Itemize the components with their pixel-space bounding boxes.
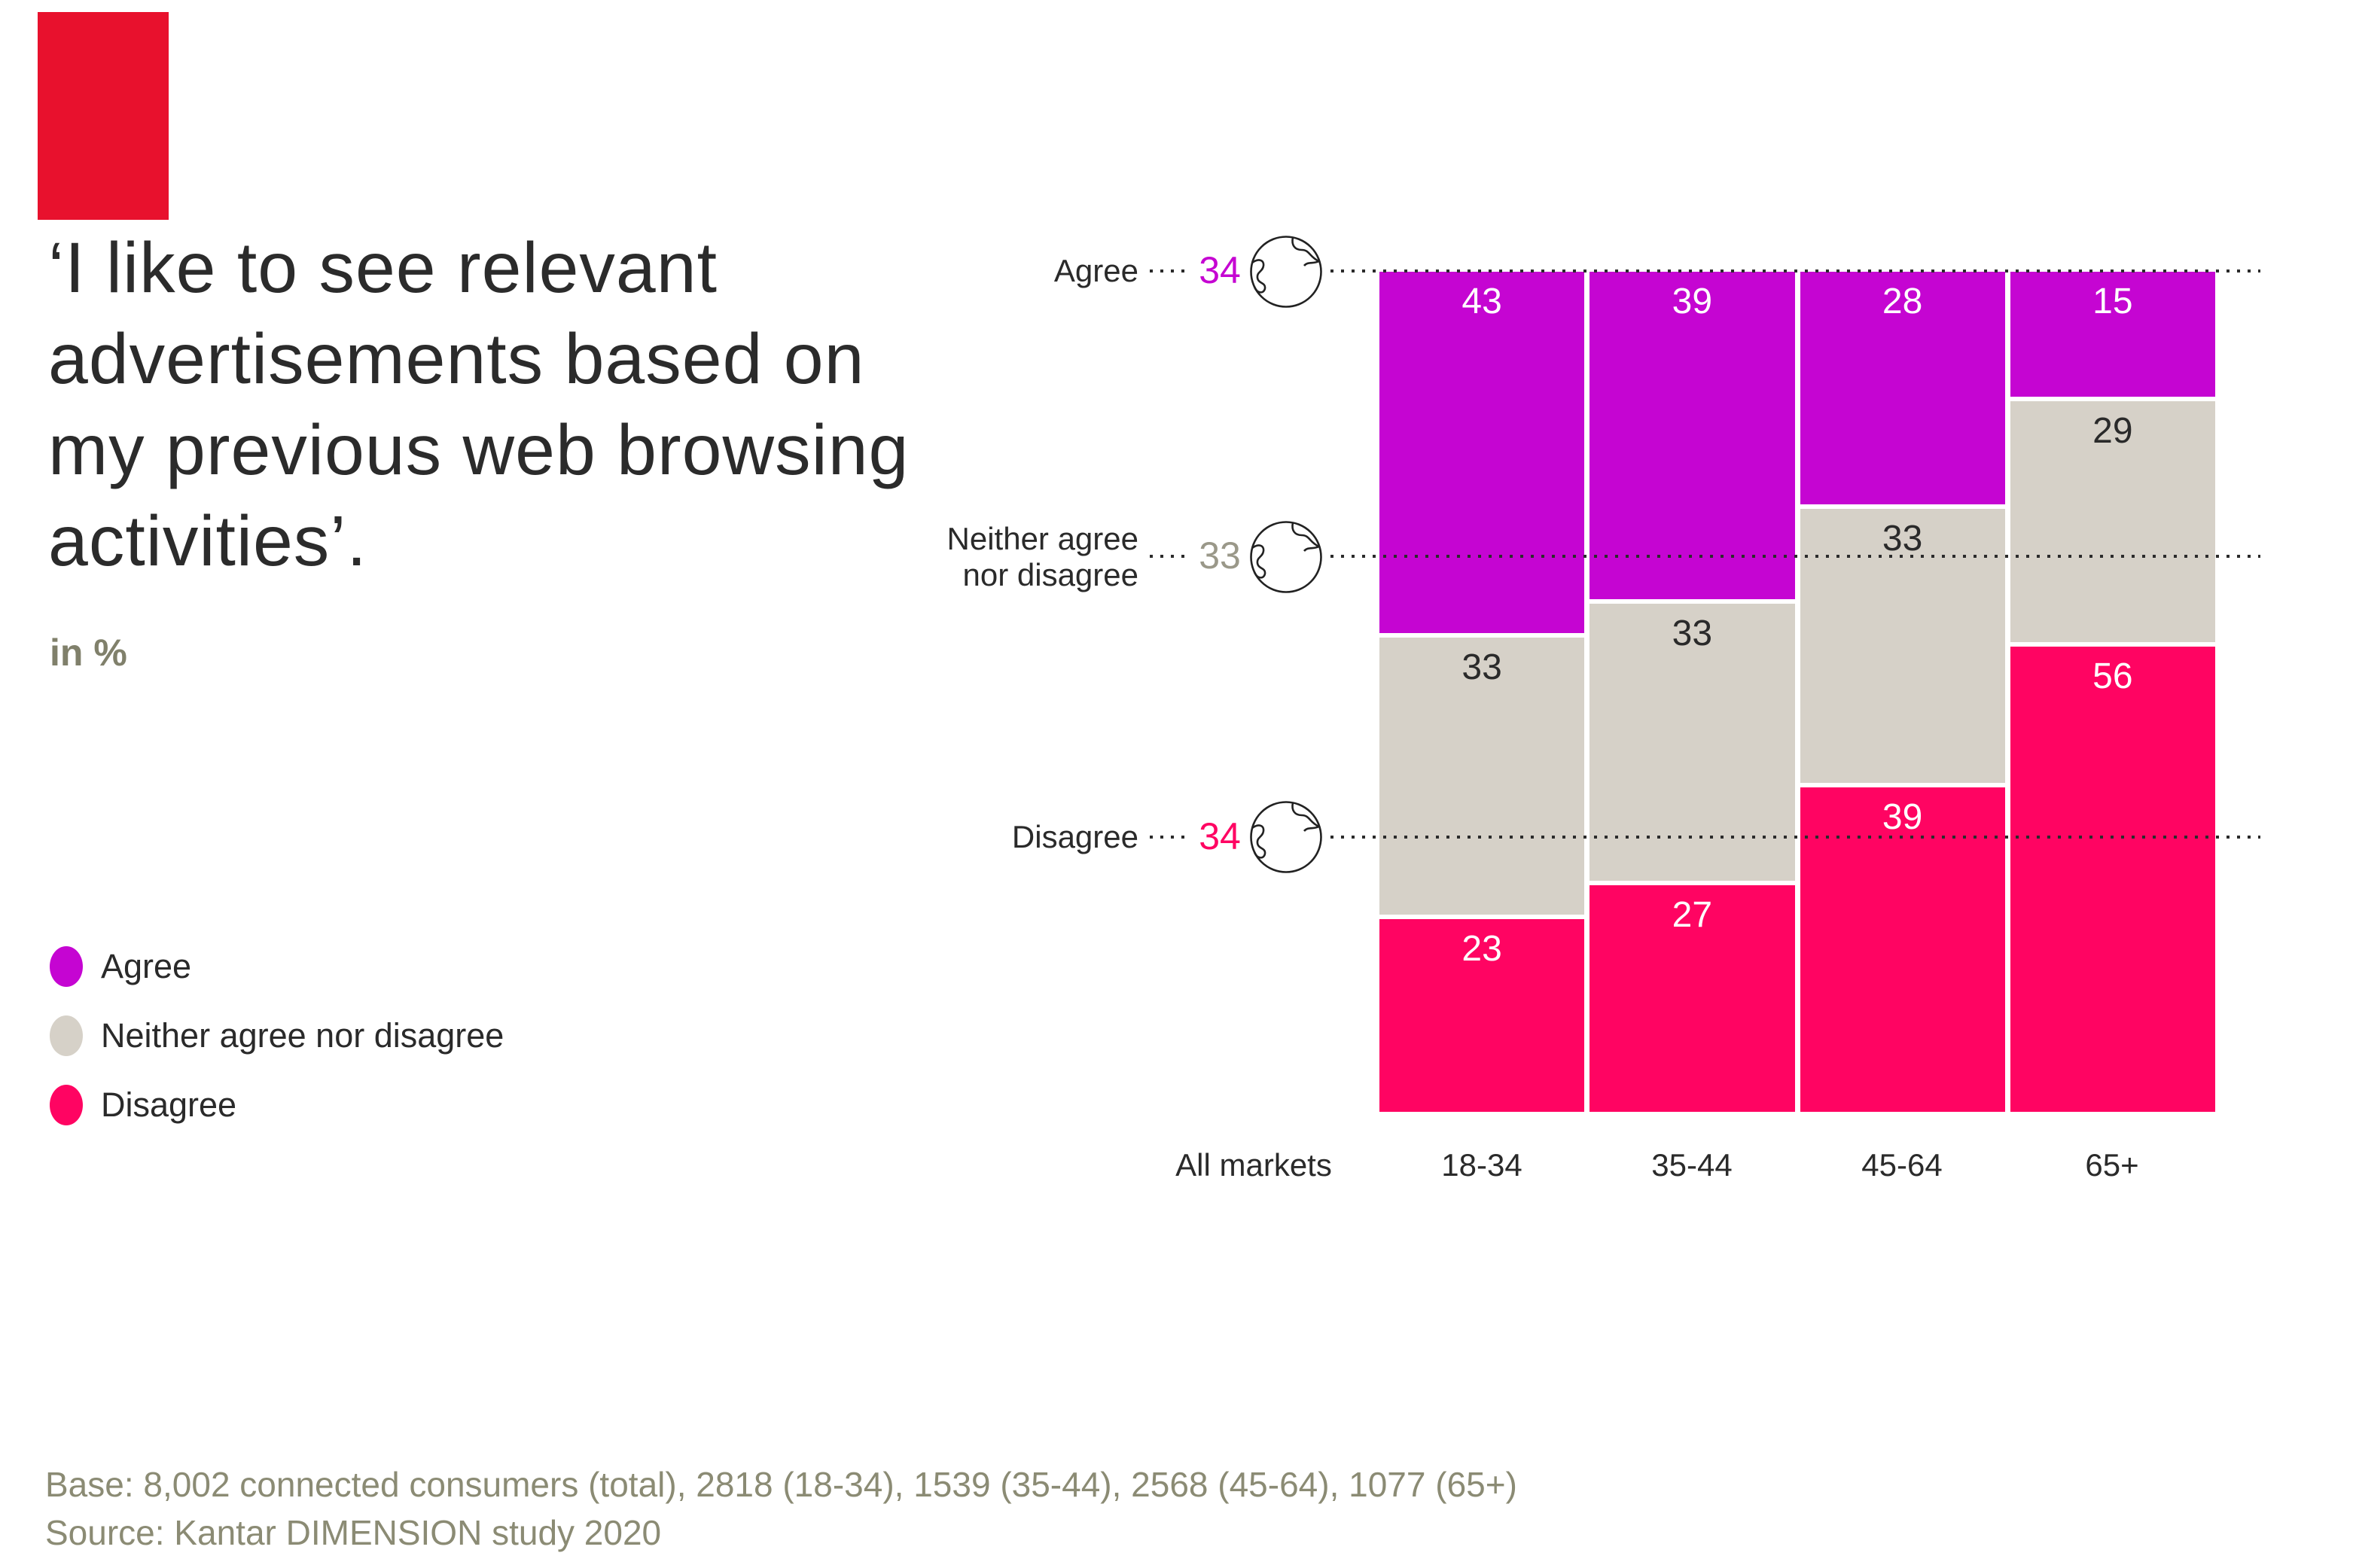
bar-value-label: 27 <box>1672 894 1713 935</box>
bar-value-label: 29 <box>2092 410 2133 451</box>
legend-item-neither: Neither agree nor disagree <box>50 1013 504 1058</box>
x-axis-label-18-34: 18-34 <box>1441 1147 1522 1183</box>
bar-segment-disagree: 23 <box>1379 918 1585 1112</box>
footer-source-note: Source: Kantar DIMENSION study 2020 <box>45 1513 662 1552</box>
all-markets-disagree-value: 34 <box>1199 815 1241 857</box>
bar-value-label: 23 <box>1461 928 1502 969</box>
neither-dot-icon <box>50 1015 83 1056</box>
legend-item-label: Agree <box>101 947 192 985</box>
dotted-connector <box>1150 269 1192 272</box>
bar-value-label: 28 <box>1882 282 1923 321</box>
bar-value-label: 43 <box>1461 282 1502 321</box>
disagree-dot-icon <box>50 1085 83 1125</box>
agree-dot-icon <box>50 946 83 987</box>
x-axis-label-all-markets: All markets <box>1175 1147 1332 1183</box>
bar-segment-neither-agree-nor-disagree: 33 <box>1800 509 2005 784</box>
unit-label: in % <box>50 632 127 674</box>
bar-value-label: 33 <box>1672 613 1713 653</box>
row-label-disagree: Disagree <box>1011 819 1138 854</box>
globe-icon <box>1250 521 1322 593</box>
legend-item-agree: Agree <box>50 944 504 989</box>
x-axis-label-35-44: 35-44 <box>1651 1147 1733 1183</box>
bar-value-label: 33 <box>1461 647 1502 687</box>
bar-value-label: 15 <box>2092 282 2133 321</box>
disagree-reference-line <box>1330 836 2260 839</box>
legend-item-label: Disagree <box>101 1085 237 1124</box>
bar-segment-agree: 15 <box>2010 272 2215 397</box>
bar-value-label: 33 <box>1882 519 1923 559</box>
bar-segment-agree: 43 <box>1379 272 1585 633</box>
bar-segment-neither-agree-nor-disagree: 33 <box>1379 637 1585 915</box>
all-markets-neither-value: 33 <box>1199 534 1241 577</box>
row-label-agree: Agree <box>1053 253 1138 288</box>
bar-value-label: 39 <box>1882 797 1923 838</box>
footer-base-note: Base: 8,002 connected consumers (total),… <box>45 1465 1517 1504</box>
globe-icon <box>1250 801 1322 873</box>
bar-segment-neither-agree-nor-disagree: 33 <box>1589 603 1795 881</box>
agree-reference-line <box>1330 269 2260 272</box>
row-label-neither: Neither agree nor disagree <box>946 521 1138 592</box>
bars-plot: 43 33 23 39 33 27 28 33 39 15 29 56 <box>1379 272 2215 1112</box>
legend-item-label: Neither agree nor disagree <box>101 1016 504 1055</box>
bar-segment-neither-agree-nor-disagree: 29 <box>2010 400 2215 642</box>
dotted-connector <box>1150 555 1192 558</box>
bar-segment-disagree: 56 <box>2010 646 2215 1112</box>
x-axis-label-45-64: 45-64 <box>1861 1147 1943 1183</box>
bar-45-64: 28 33 39 <box>1800 272 2005 1112</box>
bar-segment-disagree: 27 <box>1589 884 1795 1112</box>
bar-65+: 15 29 56 <box>2010 272 2215 1112</box>
bar-segment-disagree: 39 <box>1800 787 2005 1112</box>
bar-35-44: 39 33 27 <box>1589 272 1795 1112</box>
bar-segment-agree: 28 <box>1800 272 2005 505</box>
legend-item-disagree: Disagree <box>50 1082 504 1128</box>
bar-segment-agree: 39 <box>1589 272 1795 599</box>
brand-mark <box>38 12 169 220</box>
globe-icon <box>1250 236 1322 308</box>
bar-18-34: 43 33 23 <box>1379 272 1585 1112</box>
x-axis-label-65plus: 65+ <box>2085 1147 2139 1183</box>
legend: Agree Neither agree nor disagree Disagre… <box>50 944 504 1152</box>
neither-reference-line <box>1330 555 2260 558</box>
page-title: ‘I like to see relevant advertisements b… <box>48 228 910 581</box>
bar-value-label: 39 <box>1672 282 1713 321</box>
dotted-connector <box>1150 836 1192 839</box>
bar-value-label: 56 <box>2092 656 2133 696</box>
all-markets-agree-value: 34 <box>1199 249 1241 291</box>
footer: Base: 8,002 connected consumers (total),… <box>45 1460 1517 1557</box>
